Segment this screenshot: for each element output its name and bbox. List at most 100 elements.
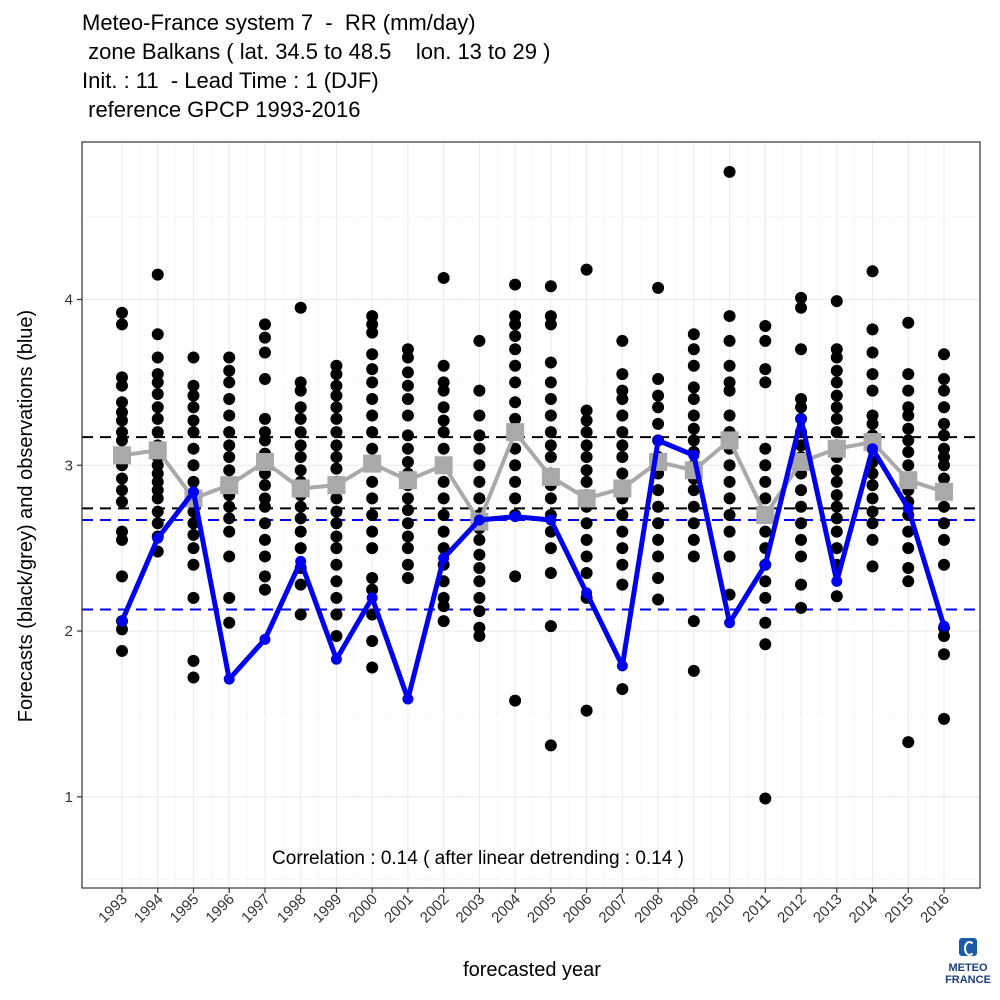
ensemble-member-point	[366, 571, 379, 584]
ensemble-member-point	[795, 500, 808, 513]
ensemble-member-point	[759, 591, 772, 604]
x-tick-label: 2008	[631, 891, 667, 927]
ensemble-member-point	[294, 525, 307, 538]
ensemble-member-point	[223, 591, 236, 604]
ensemble-member-point	[687, 615, 700, 628]
ensemble-member-point	[830, 475, 843, 488]
x-tick-label: 1998	[274, 891, 310, 927]
ensemble-member-point	[473, 548, 486, 561]
ensemble-member-point	[223, 439, 236, 452]
ensemble-member-point	[151, 328, 164, 341]
ensemble-member-point	[544, 439, 557, 452]
ensemble-member-point	[473, 630, 486, 643]
ensemble-member-point	[902, 525, 915, 538]
ensemble-mean-marker	[720, 431, 739, 450]
ensemble-member-point	[687, 392, 700, 405]
ensemble-member-point	[652, 517, 665, 530]
observation-line	[119, 416, 947, 702]
ensemble-member-point	[938, 429, 950, 442]
ensemble-member-point	[795, 291, 808, 304]
ensemble-member-point	[544, 318, 557, 331]
ensemble-member-point	[652, 593, 665, 606]
ensemble-member-point	[866, 417, 879, 430]
ensemble-member-point	[795, 601, 808, 614]
title-line-1: Meteo-France system 7 - RR (mm/day)	[82, 10, 476, 35]
x-tick-label: 2014	[846, 891, 882, 927]
ensemble-member-point	[187, 528, 200, 541]
ensemble-member-point	[473, 533, 486, 546]
ensemble-member-point	[723, 310, 736, 323]
x-tick-label: 2009	[667, 891, 703, 927]
ensemble-member-point	[294, 512, 307, 525]
ensemble-mean-marker	[434, 456, 453, 475]
ensemble-member-point	[830, 412, 843, 425]
ensemble-member-point	[366, 492, 379, 505]
ensemble-member-point	[473, 442, 486, 455]
ensemble-member-point	[652, 571, 665, 584]
ensemble-member-point	[366, 634, 379, 647]
ensemble-member-point	[580, 404, 593, 417]
ensemble-member-point	[401, 517, 414, 530]
ensemble-member-point	[795, 301, 808, 314]
meteo-france-logo-icon	[959, 938, 977, 956]
ensemble-member-point	[473, 334, 486, 347]
ensemble-member-point	[366, 363, 379, 376]
observation-point	[688, 449, 700, 461]
ensemble-member-point	[116, 396, 128, 409]
ensemble-member-point	[366, 442, 379, 455]
ensemble-member-point	[866, 479, 879, 492]
ensemble-mean-marker	[756, 506, 775, 524]
ensemble-member-point	[544, 567, 557, 580]
ensemble-member-point	[795, 533, 808, 546]
ensemble-member-point	[580, 414, 593, 427]
ensemble-member-point	[938, 558, 950, 571]
ensemble-member-point	[544, 280, 557, 293]
ensemble-member-point	[366, 392, 379, 405]
ensemble-member-point	[902, 575, 915, 588]
ensemble-member-point	[723, 475, 736, 488]
ensemble-member-point	[544, 426, 557, 439]
ensemble-member-point	[116, 623, 128, 636]
ensemble-member-point	[401, 429, 414, 442]
ensemble-member-point	[223, 464, 236, 477]
ensemble-member-point	[902, 409, 915, 422]
ensemble-member-point	[187, 591, 200, 604]
ensemble-member-point	[258, 500, 271, 513]
ensemble-member-point	[258, 533, 271, 546]
ensemble-member-point	[687, 359, 700, 372]
ensemble-member-point	[723, 525, 736, 538]
ensemble-member-point	[902, 316, 915, 329]
ensemble-member-point	[437, 600, 450, 613]
ensemble-member-point	[330, 450, 343, 463]
ensemble-member-point	[759, 792, 772, 805]
ensemble-member-point	[723, 550, 736, 563]
ensemble-member-point	[473, 409, 486, 422]
observation-point	[938, 620, 950, 632]
ensemble-member-point	[652, 533, 665, 546]
ensemble-member-point	[723, 492, 736, 505]
x-tick-label: 1995	[167, 891, 203, 927]
ensemble-member-point	[401, 379, 414, 392]
ensemble-member-point	[616, 578, 629, 591]
ensemble-member-point	[616, 542, 629, 555]
ensemble-member-point	[830, 525, 843, 538]
ensemble-member-point	[509, 694, 522, 707]
ensemble-member-point	[151, 517, 164, 530]
x-tick-label: 1994	[131, 891, 167, 927]
ensemble-member-point	[330, 505, 343, 518]
ensemble-member-point	[401, 558, 414, 571]
ensemble-member-point	[187, 351, 200, 364]
ensemble-member-point	[723, 409, 736, 422]
ensemble-member-point	[759, 575, 772, 588]
ensemble-member-point	[616, 334, 629, 347]
ensemble-member-point	[366, 348, 379, 361]
ensemble-member-point	[759, 334, 772, 347]
ensemble-member-point	[866, 505, 879, 518]
ensemble-member-point	[580, 550, 593, 563]
x-tick-label: 1999	[310, 891, 346, 927]
ensemble-member-point	[687, 381, 700, 394]
x-axis-label: forecasted year	[463, 959, 601, 981]
ensemble-member-point	[187, 558, 200, 571]
ensemble-member-point	[258, 412, 271, 425]
ensemble-member-point	[401, 343, 414, 356]
